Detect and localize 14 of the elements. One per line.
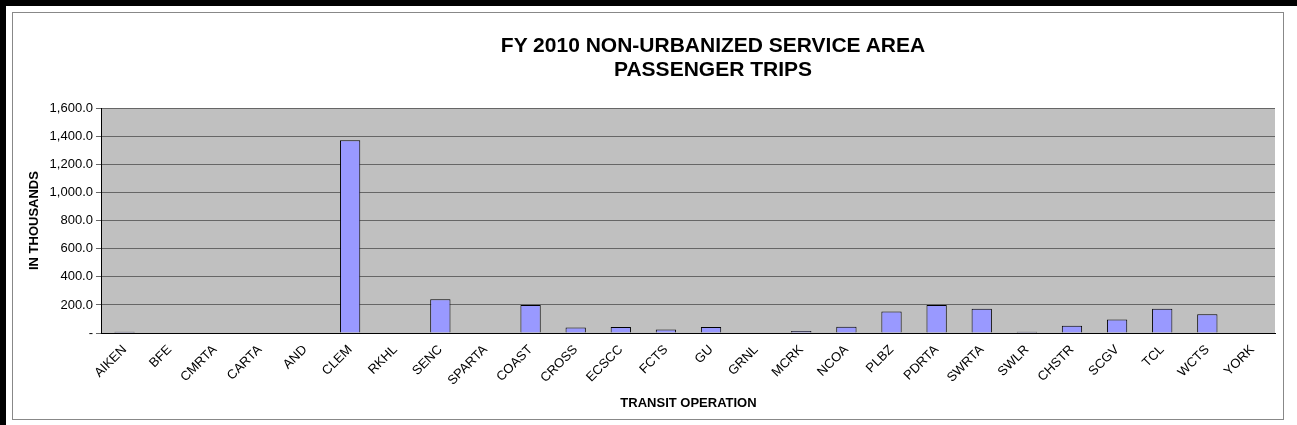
y-tick-label: 1,400.0 — [49, 127, 93, 143]
x-tick-label: GU — [691, 341, 716, 367]
x-tick-label: TCL — [1138, 341, 1167, 370]
y-tick-label: 600.0 — [60, 240, 93, 256]
y-tick-label: 800.0 — [60, 212, 93, 228]
y-axis-title: IN THOUSANDS — [26, 170, 42, 271]
y-tick-label: 400.0 — [60, 268, 93, 284]
y-tick-label: 200.0 — [60, 296, 93, 312]
y-tick-label: 1,200.0 — [49, 155, 93, 171]
y-tick-label: 1,600.0 — [49, 99, 93, 115]
y-tick-label: - — [88, 324, 93, 340]
x-axis-title: TRANSIT OPERATION — [620, 394, 757, 410]
chart-title: FY 2010 NON-URBANIZED SERVICE AREA PASSENGER TRIPS — [499, 33, 927, 81]
y-tick-label: 1,000.0 — [49, 184, 93, 199]
